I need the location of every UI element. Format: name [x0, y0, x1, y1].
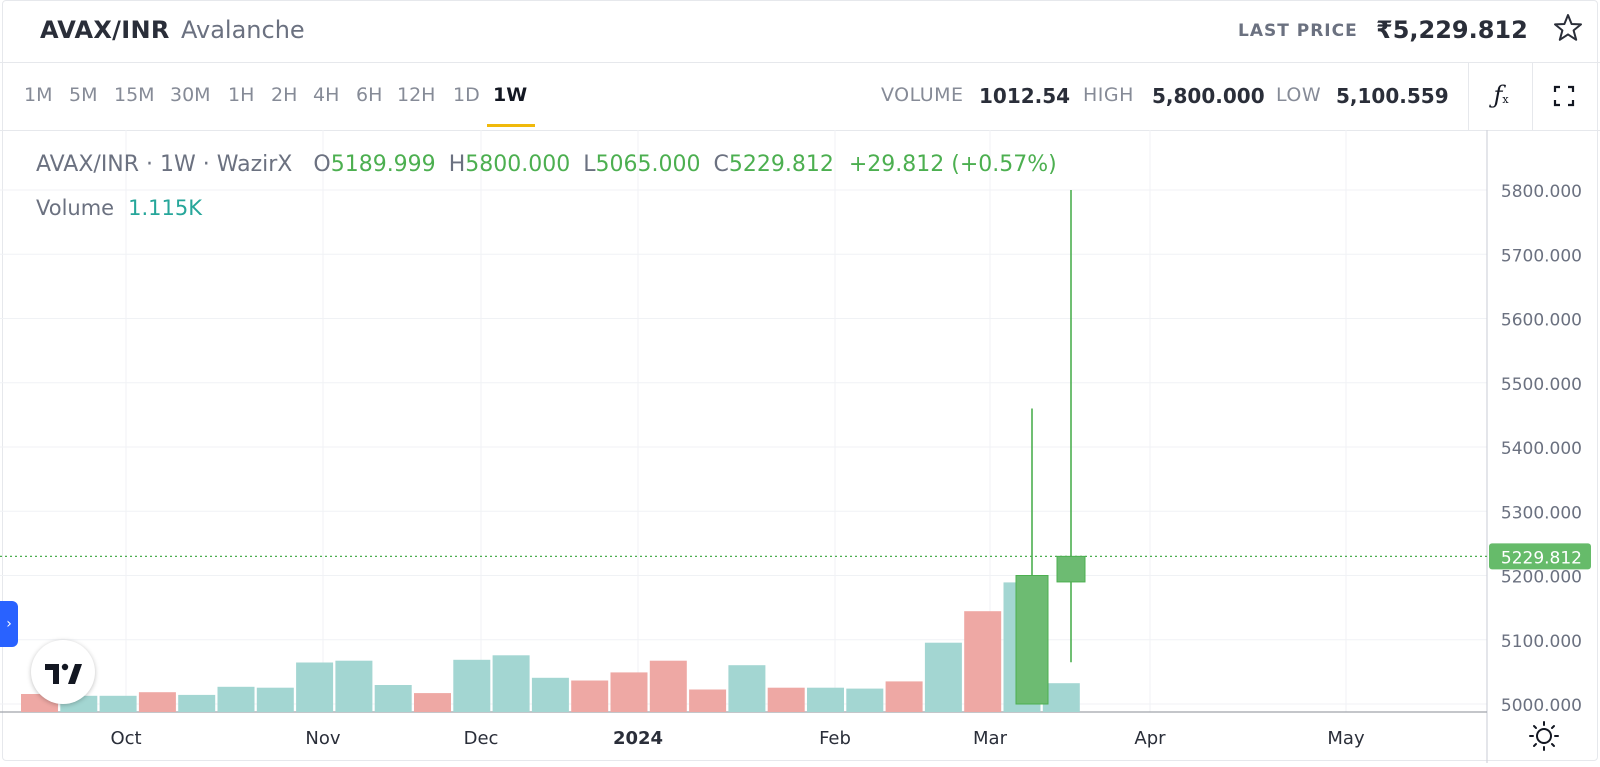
last-price-tag-label: 5229.812: [1501, 548, 1582, 568]
y-tick-label: 5300.000: [1501, 503, 1582, 523]
volume-bar: [178, 694, 216, 712]
interval-1w[interactable]: 1W: [493, 84, 528, 106]
y-tick-label: 5800.000: [1501, 182, 1582, 202]
volume-bar: [531, 677, 569, 712]
legend-close-value: 5229.812: [728, 152, 834, 177]
candle-body: [1056, 555, 1086, 583]
volume-bar: [728, 665, 766, 712]
legend-low-label: L: [583, 152, 596, 177]
volume-bar: [217, 686, 255, 712]
volume-bar: [610, 672, 648, 712]
volume-value: 1012.54: [979, 84, 1071, 108]
volume-bar: [335, 660, 373, 712]
y-tick-label: 5500.000: [1501, 375, 1582, 395]
pair-symbol: AVAX/INR: [40, 16, 170, 44]
x-tick-label: Mar: [973, 728, 1008, 749]
chart-area[interactable]: 5000.000 5100.000 5200.000 5300.000 5400.000…: [0, 130, 1600, 763]
y-tick-label: 5600.000: [1501, 311, 1582, 331]
theme-toggle-sun-icon[interactable]: [1528, 720, 1560, 752]
candle-body: [1015, 575, 1049, 705]
y-tick-label: 5100.000: [1501, 632, 1582, 652]
x-tick-label: May: [1327, 728, 1365, 749]
high-value: 5,800.000: [1152, 84, 1265, 108]
x-tick-label: Oct: [110, 728, 141, 749]
volume-bar: [414, 693, 451, 712]
star-icon[interactable]: [1552, 12, 1584, 44]
low-value: 5,100.559: [1336, 84, 1449, 108]
expand-panel-button[interactable]: ›: [0, 601, 18, 647]
volume-bar: [924, 642, 962, 712]
volume-bar: [374, 685, 412, 712]
volume-legend-label: Volume: [36, 196, 115, 220]
y-tick-label: 5400.000: [1501, 439, 1582, 459]
last-price-label: LAST PRICE: [1238, 21, 1358, 41]
last-price-tag: [1489, 543, 1591, 570]
y-tick-label: 5200.000: [1501, 568, 1582, 588]
volume-bar: [99, 695, 137, 712]
volume-bar: [492, 655, 530, 712]
price-chart[interactable]: 5000.000 5100.000 5200.000 5300.000 5400.000…: [0, 130, 1600, 763]
pair-name: Avalanche: [181, 16, 305, 44]
legend-change: +29.812 (+0.57%): [848, 152, 1057, 177]
interval-2h[interactable]: 2H: [271, 84, 298, 106]
tradingview-logo[interactable]: [31, 640, 95, 704]
interval-30m[interactable]: 30M: [170, 84, 211, 106]
interval-15m[interactable]: 15M: [114, 84, 155, 106]
interval-5m[interactable]: 5M: [69, 84, 98, 106]
volume-bar: [964, 611, 1002, 712]
volume-legend: Volume 1.115K: [36, 196, 202, 220]
toolbar-separator: [1468, 62, 1469, 130]
volume-legend-value: 1.115K: [128, 196, 202, 220]
header: AVAX/INR Avalanche LAST PRICE ₹5,229.812: [0, 0, 1600, 63]
legend-low-value: 5065.000: [595, 152, 701, 177]
legend-high-value: 5800.000: [465, 152, 571, 177]
x-tick-label: Feb: [819, 728, 851, 749]
volume-bar: [138, 692, 176, 712]
tradingview-logo-icon: [45, 663, 82, 684]
legend-open-value: 5189.999: [330, 152, 436, 177]
legend-open-label: O: [313, 152, 331, 177]
interval-1h[interactable]: 1H: [228, 84, 255, 106]
volume-bar: [885, 681, 923, 712]
interval-12h[interactable]: 12H: [397, 84, 436, 106]
x-tick-label: 2024: [613, 728, 663, 749]
volume-bar: [767, 687, 805, 712]
legend-symbol: AVAX/INR · 1W · WazirX: [36, 152, 293, 177]
legend-close-label: C: [713, 152, 729, 177]
volume-bar: [256, 687, 294, 712]
interval-4h[interactable]: 4H: [313, 84, 340, 106]
high-label: HIGH: [1083, 84, 1134, 106]
y-tick-label: 5000.000: [1501, 696, 1582, 716]
volume-bar: [453, 659, 491, 712]
volume-bar: [1042, 683, 1080, 712]
x-tick-label: Apr: [1134, 728, 1166, 749]
fullscreen-icon[interactable]: [1548, 80, 1580, 112]
volume-bar: [296, 662, 334, 712]
ohlc-legend: AVAX/INR · 1W · WazirX O5189.999 H5800.0…: [36, 152, 1057, 177]
x-tick-label: Nov: [305, 728, 340, 749]
interval-6h[interactable]: 6H: [356, 84, 383, 106]
volume-bar: [571, 680, 609, 712]
low-label: LOW: [1276, 84, 1322, 106]
volume-bar: [807, 687, 844, 712]
toolbar: 1M 5M 15M 30M 1H 2H 4H 6H 12H 1D 1W VOLU…: [0, 62, 1600, 131]
last-price-value: ₹5,229.812: [1376, 16, 1528, 44]
volume-bar: [846, 688, 884, 712]
function-icon[interactable]: ƒx: [1493, 81, 1509, 109]
x-tick-label: Dec: [464, 728, 499, 749]
interval-1m[interactable]: 1M: [24, 84, 53, 106]
active-interval-underline: [487, 124, 535, 127]
y-tick-label: 5700.000: [1501, 246, 1582, 266]
volume-bar: [649, 660, 687, 712]
toolbar-separator: [1532, 62, 1533, 130]
interval-1d[interactable]: 1D: [453, 84, 480, 106]
legend-high-label: H: [448, 152, 466, 177]
volume-label: VOLUME: [881, 84, 964, 106]
volume-bar: [689, 689, 727, 712]
